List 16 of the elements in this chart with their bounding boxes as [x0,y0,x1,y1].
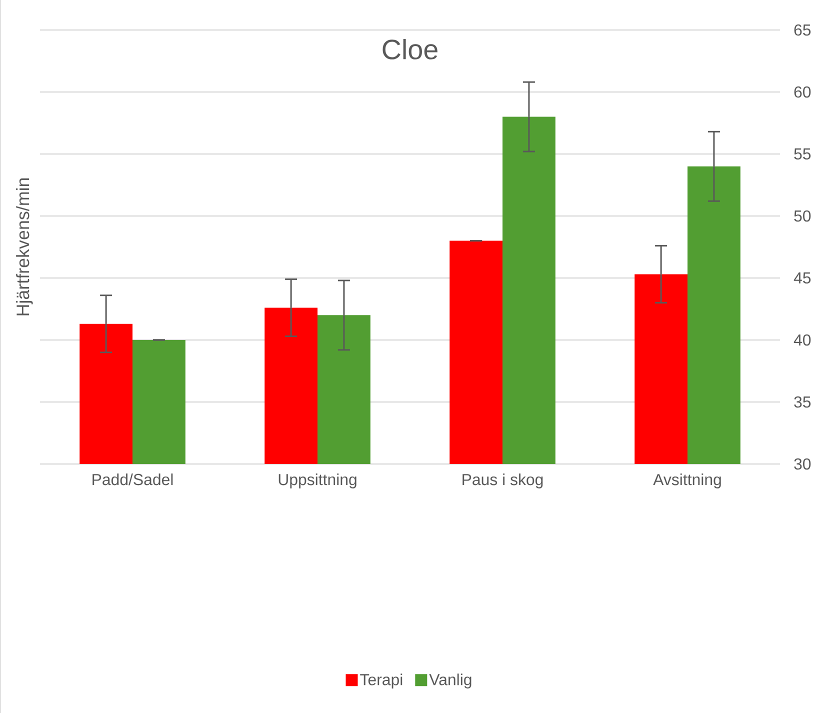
chart-title: Cloe [382,38,438,60]
legend-label: Vanlig [429,674,472,688]
y-tick-label: 55 [794,148,811,160]
y-tick-label: 60 [794,86,811,98]
y-tick-label: 50 [794,210,811,222]
legend-label: Terapi [360,674,402,688]
y-tick-label: 30 [794,458,811,470]
y-tick-label: 45 [794,272,811,284]
y-tick-label: 65 [794,24,811,36]
x-tick-label: Avsittning [653,474,721,488]
x-tick-label: Uppsittning [278,474,356,488]
x-tick-label: Paus i skog [462,474,543,488]
y-tick-label: 35 [794,396,811,408]
y-tick-label: 40 [794,334,811,346]
x-tick-label: Padd/Sadel [92,474,173,486]
y-axis-title: Hjärtfrekvens/min [16,178,33,316]
